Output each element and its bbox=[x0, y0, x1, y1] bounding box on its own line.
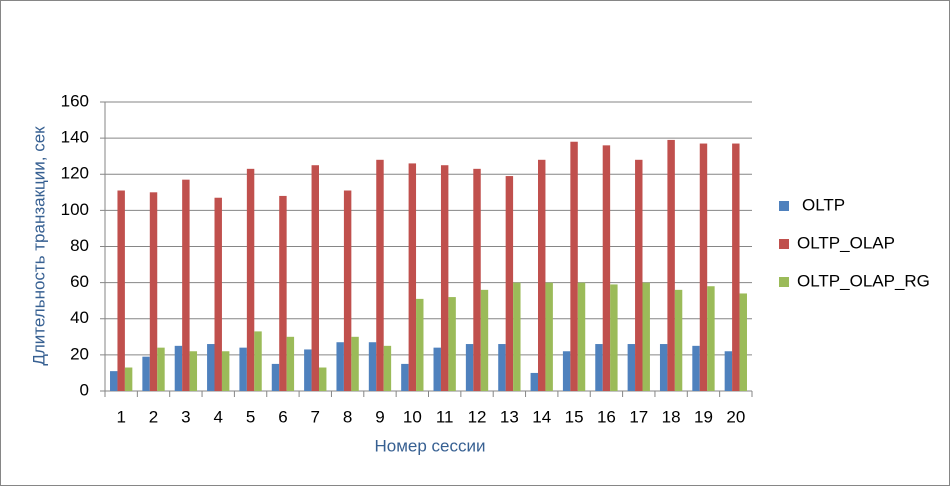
bar bbox=[562, 351, 571, 391]
x-tick-label: 1 bbox=[116, 407, 125, 426]
bar bbox=[368, 342, 377, 391]
x-tick-label: 16 bbox=[597, 407, 616, 426]
bar bbox=[189, 351, 198, 391]
bar bbox=[304, 349, 312, 391]
bar bbox=[570, 141, 578, 391]
bar bbox=[254, 331, 262, 391]
bar bbox=[376, 159, 384, 391]
bar bbox=[279, 195, 287, 391]
bar bbox=[221, 351, 230, 391]
x-tick-label: 15 bbox=[565, 407, 584, 426]
bar bbox=[142, 356, 150, 391]
bar bbox=[110, 371, 118, 391]
bar bbox=[642, 282, 650, 391]
legend-swatch bbox=[779, 201, 789, 211]
bar bbox=[416, 298, 424, 391]
bar bbox=[595, 344, 603, 391]
x-tick-label: 19 bbox=[694, 407, 713, 426]
y-tick-label: 0 bbox=[80, 380, 89, 399]
bar bbox=[732, 143, 740, 391]
bar bbox=[117, 190, 125, 391]
bar bbox=[214, 197, 222, 391]
x-tick-label: 8 bbox=[343, 407, 352, 426]
x-tick-label: 12 bbox=[468, 407, 487, 426]
legend-label: OLTP_OLAP bbox=[797, 233, 895, 252]
x-tick-label: 6 bbox=[278, 407, 287, 426]
bar bbox=[674, 289, 683, 391]
x-tick-label: 7 bbox=[311, 407, 320, 426]
bar bbox=[351, 336, 359, 391]
x-tick-label: 18 bbox=[662, 407, 681, 426]
y-tick-label: 160 bbox=[61, 91, 89, 110]
bar bbox=[707, 286, 715, 391]
x-tick-label: 3 bbox=[181, 407, 190, 426]
bar bbox=[627, 344, 636, 391]
x-axis-label: Номер сессии bbox=[375, 436, 486, 455]
bar bbox=[473, 168, 481, 391]
x-tick-label: 11 bbox=[436, 407, 454, 426]
bar bbox=[246, 168, 255, 391]
legend-label: OLTP bbox=[802, 195, 845, 214]
legend-swatch bbox=[779, 277, 789, 287]
bar bbox=[545, 282, 553, 391]
bar bbox=[157, 347, 165, 391]
bar bbox=[401, 363, 409, 391]
y-tick-label: 100 bbox=[61, 200, 89, 219]
bar bbox=[610, 284, 618, 391]
bar bbox=[739, 293, 747, 391]
y-axis-label: Длительность транзакции, сек bbox=[29, 126, 48, 366]
x-tick-label: 5 bbox=[246, 407, 255, 426]
bar bbox=[433, 347, 441, 391]
bar bbox=[311, 165, 319, 391]
legend-label: OLTP_OLAP_RG bbox=[797, 271, 930, 290]
bar bbox=[448, 297, 456, 391]
x-tick-label: 2 bbox=[149, 407, 158, 426]
y-tick-label: 40 bbox=[70, 308, 89, 327]
bar bbox=[408, 163, 417, 391]
bar bbox=[174, 345, 183, 391]
y-tick-label: 20 bbox=[70, 344, 89, 363]
bar bbox=[271, 363, 280, 391]
bar bbox=[699, 143, 708, 391]
bar bbox=[498, 344, 506, 391]
x-tick-label: 14 bbox=[532, 407, 551, 426]
bar bbox=[286, 336, 295, 391]
x-tick-label: 20 bbox=[726, 407, 745, 426]
bar bbox=[182, 179, 190, 391]
bar bbox=[207, 344, 215, 391]
bar bbox=[124, 367, 133, 391]
x-tick-label: 4 bbox=[213, 407, 222, 426]
bar bbox=[440, 165, 449, 391]
bar bbox=[692, 345, 700, 391]
bar bbox=[602, 145, 611, 391]
bar bbox=[659, 344, 668, 391]
x-tick-label: 13 bbox=[500, 407, 519, 426]
bar bbox=[343, 190, 352, 391]
bar bbox=[480, 289, 489, 391]
y-tick-label: 140 bbox=[61, 128, 89, 147]
bar bbox=[149, 192, 158, 391]
bar bbox=[239, 347, 247, 391]
bar bbox=[530, 372, 539, 391]
bar bbox=[513, 282, 521, 391]
y-tick-label: 60 bbox=[70, 272, 89, 291]
bar bbox=[667, 139, 675, 391]
bar bbox=[318, 367, 327, 391]
x-tick-label: 17 bbox=[629, 407, 648, 426]
bar bbox=[577, 282, 586, 391]
bar bbox=[336, 342, 344, 391]
y-tick-label: 80 bbox=[70, 236, 89, 255]
x-tick-label: 10 bbox=[403, 407, 422, 426]
bar bbox=[383, 345, 392, 391]
bar bbox=[538, 159, 546, 391]
bar bbox=[465, 344, 474, 391]
bar bbox=[505, 176, 514, 391]
legend-swatch bbox=[779, 239, 789, 249]
y-tick-label: 120 bbox=[61, 164, 89, 183]
x-tick-label: 9 bbox=[375, 407, 384, 426]
bar bbox=[724, 351, 733, 391]
bar bbox=[635, 159, 643, 391]
